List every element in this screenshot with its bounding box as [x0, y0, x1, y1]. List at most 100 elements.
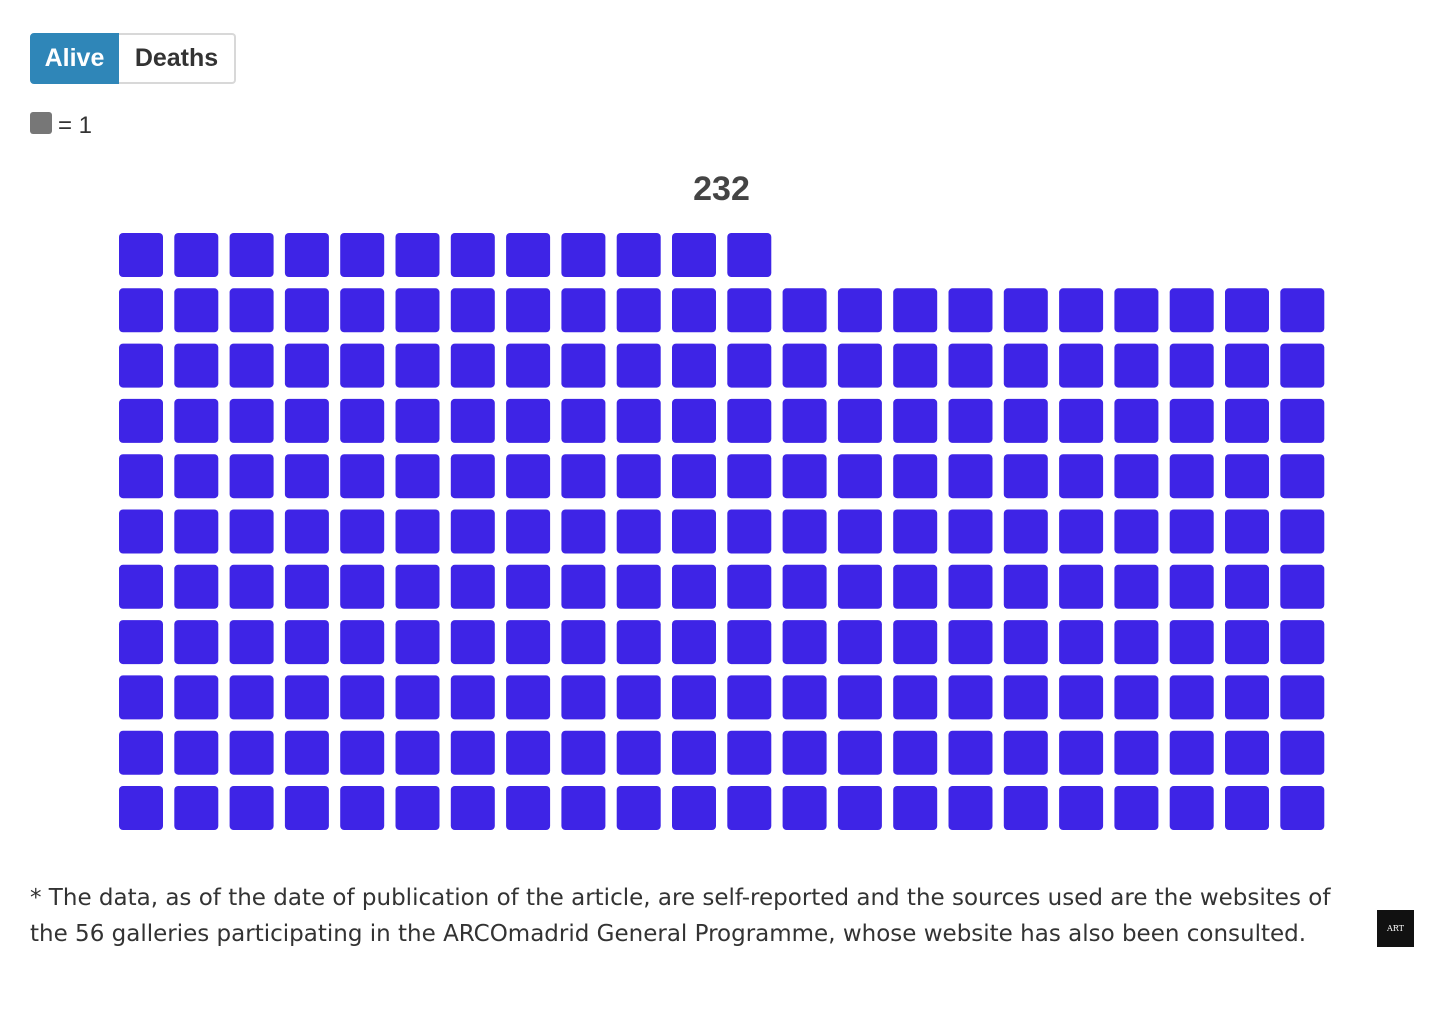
waffle-square — [1225, 730, 1269, 775]
waffle-square — [1225, 564, 1269, 609]
waffle-square — [174, 730, 219, 775]
waffle-square — [174, 343, 219, 388]
waffle-square — [119, 675, 163, 720]
waffle-square — [1059, 398, 1104, 443]
waffle-square — [395, 620, 440, 665]
waffle-square — [782, 398, 827, 443]
waffle-square — [561, 620, 606, 665]
waffle-square — [948, 730, 993, 775]
waffle-square — [948, 564, 993, 609]
waffle-square — [340, 343, 385, 388]
waffle-square — [284, 509, 329, 554]
waffle-square — [1114, 454, 1159, 499]
waffle-square — [174, 509, 219, 554]
waffle-square — [119, 564, 163, 609]
waffle-square — [395, 509, 440, 554]
waffle-square — [948, 343, 993, 388]
waffle-square — [119, 398, 163, 443]
tab-alive[interactable]: Alive — [30, 33, 119, 84]
waffle-square — [229, 620, 274, 665]
waffle-square — [1169, 564, 1214, 609]
waffle-square — [119, 343, 163, 388]
waffle-square — [450, 786, 495, 830]
waffle-square — [340, 288, 385, 333]
waffle-square — [174, 620, 219, 665]
waffle-square — [450, 233, 495, 277]
waffle-square — [450, 398, 495, 443]
waffle-square — [119, 233, 163, 277]
waffle-square — [561, 730, 606, 775]
waffle-square — [893, 730, 938, 775]
waffle-square — [893, 343, 938, 388]
waffle-square — [1059, 620, 1104, 665]
waffle-square — [616, 288, 661, 333]
waffle-square — [672, 509, 716, 554]
waffle-square — [837, 786, 882, 830]
waffle-square — [229, 398, 274, 443]
logo-text: ART — [1387, 923, 1404, 933]
waffle-square — [616, 786, 661, 830]
waffle-square — [1280, 288, 1325, 333]
waffle-square — [1003, 288, 1048, 333]
waffle-square — [1003, 398, 1048, 443]
waffle-square — [837, 288, 882, 333]
waffle-square — [340, 786, 385, 830]
waffle-square — [1003, 454, 1048, 499]
waffle-square — [837, 343, 882, 388]
waffle-square — [229, 288, 274, 333]
waffle-square — [229, 564, 274, 609]
waffle-square — [948, 454, 993, 499]
total-count: 232 — [693, 170, 750, 208]
waffle-square — [616, 233, 661, 277]
waffle-square — [727, 233, 772, 277]
waffle-square — [340, 509, 385, 554]
waffle-square — [1169, 730, 1214, 775]
waffle-square — [284, 233, 329, 277]
waffle-square — [837, 398, 882, 443]
tab-deaths[interactable]: Deaths — [119, 33, 236, 84]
waffle-square — [782, 730, 827, 775]
waffle-square — [672, 398, 716, 443]
waffle-square — [1280, 730, 1325, 775]
waffle-square — [561, 343, 606, 388]
waffle-square — [229, 786, 274, 830]
waffle-square — [450, 288, 495, 333]
waffle-square — [561, 675, 606, 720]
waffle-square — [727, 564, 772, 609]
waffle-square — [561, 454, 606, 499]
view-toggle: Alive Deaths — [30, 33, 236, 84]
waffle-square — [948, 786, 993, 830]
waffle-square — [1225, 454, 1269, 499]
waffle-square — [1169, 509, 1214, 554]
waffle-square — [948, 675, 993, 720]
publication-logo-icon: ART — [1377, 910, 1414, 947]
waffle-square — [450, 343, 495, 388]
waffle-square — [1169, 786, 1214, 830]
waffle-square — [506, 454, 551, 499]
waffle-square — [174, 675, 219, 720]
waffle-square — [1280, 454, 1325, 499]
waffle-square — [893, 675, 938, 720]
waffle-square — [782, 343, 827, 388]
waffle-square — [284, 288, 329, 333]
waffle-square — [506, 675, 551, 720]
waffle-square — [340, 454, 385, 499]
waffle-square — [1225, 786, 1269, 830]
waffle-square — [395, 233, 440, 277]
waffle-square — [1003, 675, 1048, 720]
waffle-square — [395, 398, 440, 443]
waffle-square — [174, 786, 219, 830]
waffle-square — [782, 509, 827, 554]
waffle-square — [119, 454, 163, 499]
waffle-square — [174, 564, 219, 609]
waffle-square — [1280, 620, 1325, 665]
waffle-square — [340, 233, 385, 277]
waffle-square — [782, 675, 827, 720]
waffle-square — [782, 620, 827, 665]
waffle-square — [284, 343, 329, 388]
waffle-square — [672, 675, 716, 720]
waffle-square — [1003, 620, 1048, 665]
waffle-square — [506, 786, 551, 830]
waffle-square — [284, 620, 329, 665]
